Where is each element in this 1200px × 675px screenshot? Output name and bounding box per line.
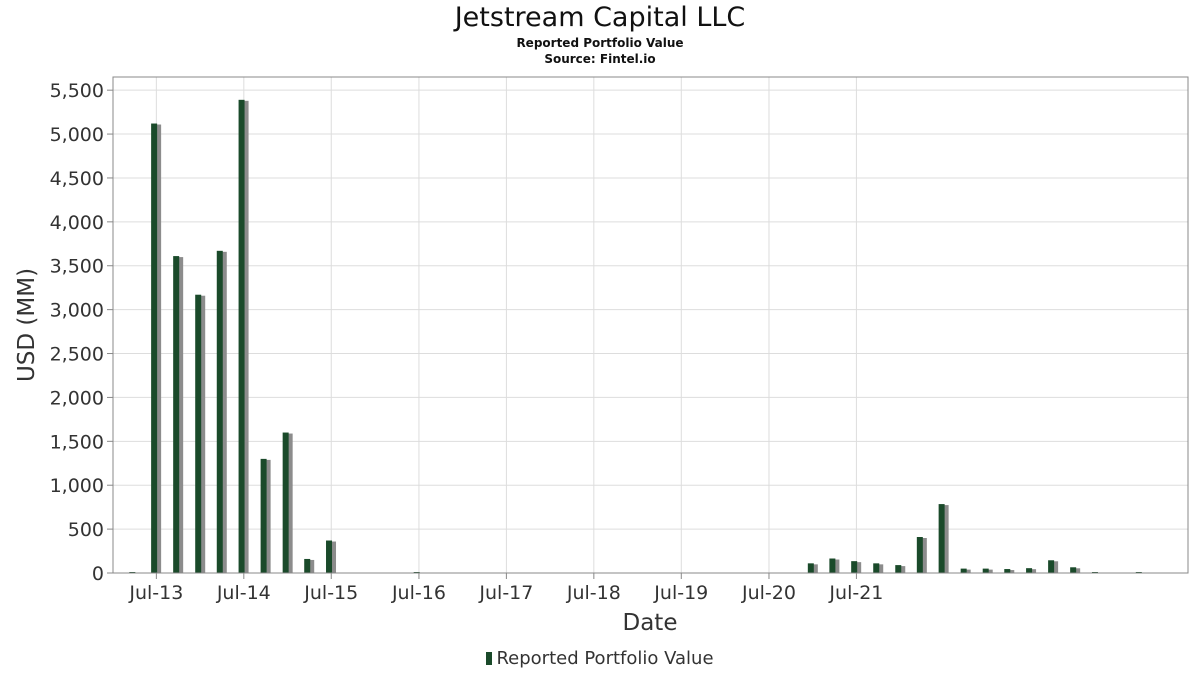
bar [238,99,245,574]
chart-source: Source: Fintel.io [544,52,656,66]
x-tick-label: Jul-13 [128,582,183,604]
y-axis: 0 500 1,000 1,500 2,000 2,500 3,000 3,500 4,000 4… [50,80,113,585]
y-tick-label: 5,000 [50,124,104,146]
bar-shadow [219,251,227,574]
y-tick-label: 500 [68,519,104,541]
bar [895,565,902,573]
bar [829,558,836,573]
bar [1048,560,1055,573]
bar [151,123,158,573]
x-tick-label: Jul-21 [828,582,883,604]
chart-title: Jetstream Capital LLC [454,2,746,33]
legend-label: Reported Portfolio Value [496,648,714,669]
y-tick-label: 2,500 [50,344,104,366]
y-tick-label: 4,500 [50,168,104,190]
bars [129,99,1142,574]
bar [938,504,945,573]
x-axis-label: Date [623,610,678,636]
bar-shadow [307,559,315,573]
bar [1070,567,1077,573]
bar [304,558,311,573]
bar-shadow [810,564,818,573]
bar-shadow [241,100,249,574]
bar-shadow [832,559,840,573]
y-tick-label: 1,000 [50,475,104,497]
bar-shadow [1073,568,1081,573]
bar-shadow [876,564,884,573]
x-tick-label: Jul-18 [566,582,621,604]
bar-shadow [985,569,993,573]
legend-swatch [486,652,493,665]
bar-shadow [919,538,927,573]
bar [260,458,267,573]
bar [807,563,814,573]
x-tick-label: Jul-14 [216,582,271,604]
plot-area [112,76,1189,574]
y-tick-label: 5,500 [50,80,104,102]
y-axis-label: USD (MM) [14,268,40,382]
bar-shadow [898,566,906,573]
x-tick-label: Jul-17 [478,582,533,604]
x-tick-label: Jul-20 [741,582,796,604]
bar-shadow [329,541,337,573]
bar-shadow [198,295,206,573]
bar [282,432,289,573]
y-tick-label: 4,000 [50,212,104,234]
bar [982,568,989,573]
bar-shadow [263,459,271,573]
bar [1026,568,1033,573]
y-tick-label: 2,000 [50,387,104,409]
x-tick-label: Jul-15 [303,582,358,604]
bar-shadow [154,124,162,573]
x-tick-label: Jul-16 [391,582,446,604]
y-tick-label: 0 [92,563,104,585]
bar-shadow [963,569,971,573]
chart-subtitle: Reported Portfolio Value [516,36,684,50]
bar-shadow [176,257,184,573]
bar-shadow [941,505,949,573]
bar-shadow [854,562,862,573]
bar [873,563,880,573]
bar-shadow [285,433,293,573]
bar [326,540,333,573]
bar [851,561,858,573]
y-tick-label: 3,500 [50,256,104,278]
x-tick-label: Jul-19 [653,582,708,604]
bar [916,537,923,573]
bar-shadow [1051,561,1059,573]
grid [113,77,1188,573]
bar [173,256,180,573]
x-axis: Jul-13 Jul-14 Jul-15 Jul-16 Jul-17 Jul-18 Jul-… [128,573,883,604]
y-tick-label: 1,500 [50,431,104,453]
bar [195,294,202,573]
bar-shadow [1007,570,1015,573]
bar [960,568,967,573]
y-tick-label: 3,000 [50,300,104,322]
bar [216,250,223,574]
legend: Reported Portfolio Value [0,648,1200,669]
bar-shadow [1029,569,1037,573]
bar [1004,569,1011,573]
